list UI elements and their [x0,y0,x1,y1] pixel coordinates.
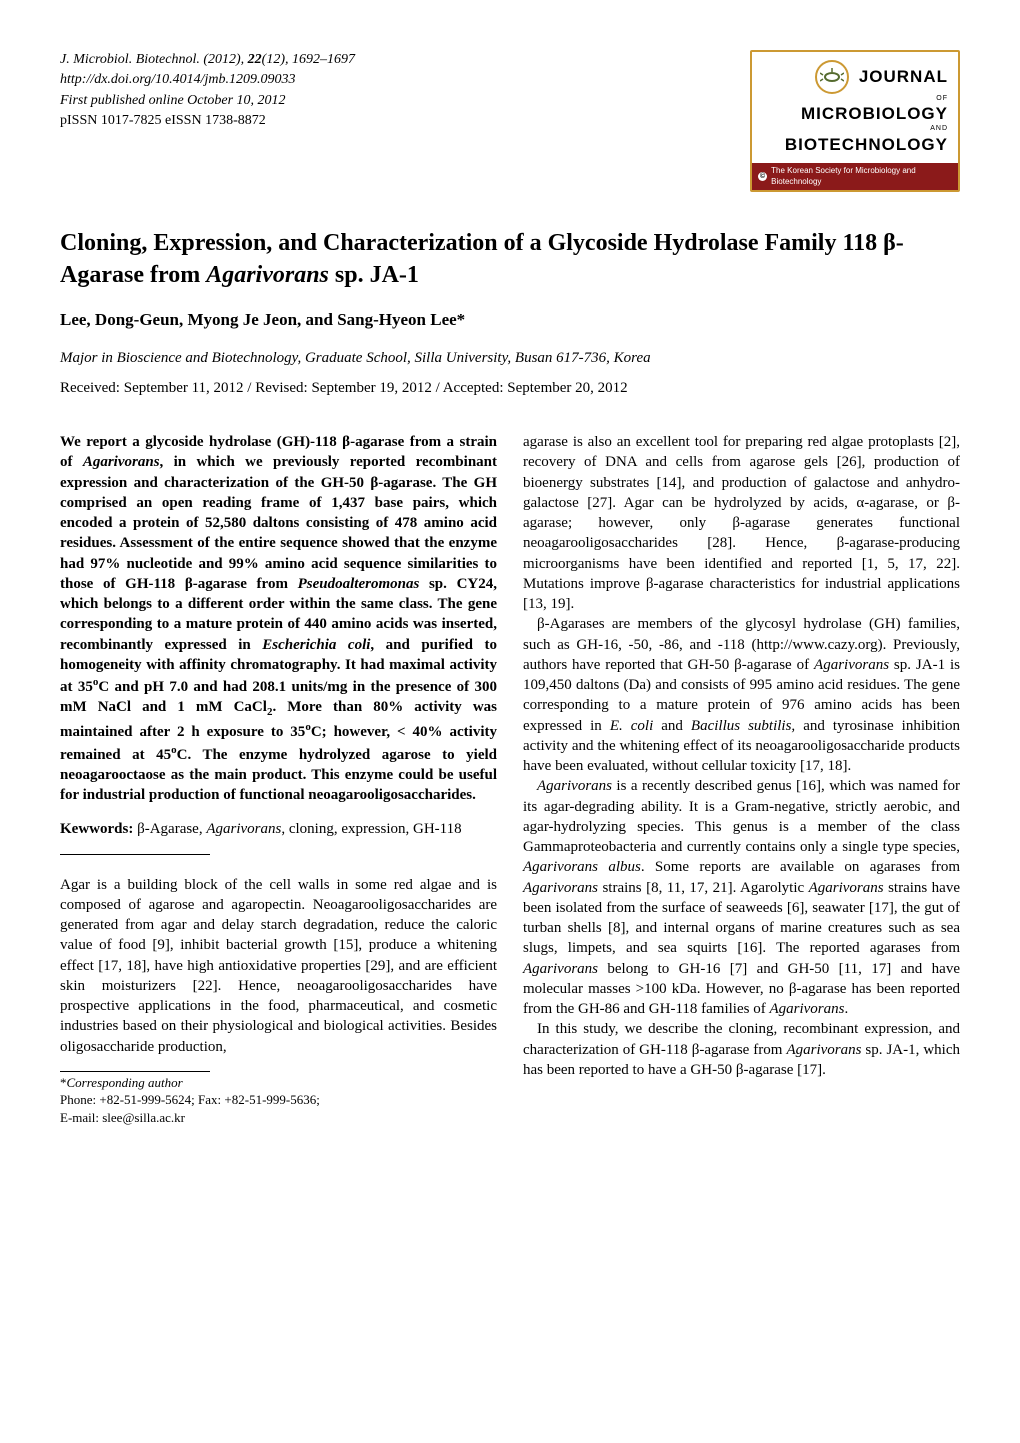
right-column: agarase is also an excellent tool for pr… [523,432,960,1126]
logo-text-biotechnology: BIOTECHNOLOGY [762,134,948,157]
journal-issn: pISSN 1017-7825 eISSN 1738-8872 [60,111,355,131]
article-title: Cloning, Expression, and Characterizatio… [60,228,960,290]
corr-email: E-mail: slee@silla.ac.kr [60,1109,497,1127]
right-para-3: Agarivorans is a recently described genu… [523,776,960,1019]
copyright-icon: © [758,172,767,181]
corr-phone: Phone: +82-51-999-5624; Fax: +82-51-999-… [60,1091,497,1109]
logo-text-microbiology: MICROBIOLOGY [762,103,948,126]
keywords-label: Kewwords: [60,821,133,837]
left-column: We report a glycoside hydrolase (GH)-118… [60,432,497,1126]
journal-year: . (2012), [196,52,247,67]
logo-strip: © The Korean Society for Microbiology an… [752,163,958,191]
authors: Lee, Dong-Geun, Myong Je Jeon, and Sang-… [60,309,960,332]
right-para-2: β-Agarases are members of the glycosyl h… [523,614,960,776]
corr-title: *Corresponding author [60,1074,497,1092]
logo-inner: JOURNAL OF MICROBIOLOGY AND BIOTECHNOLOG… [752,52,958,157]
journal-volume: 22 [248,52,262,67]
journal-doi: http://dx.doi.org/10.4014/jmb.1209.09033 [60,70,355,90]
journal-logo: JOURNAL OF MICROBIOLOGY AND BIOTECHNOLOG… [750,50,960,192]
affiliation: Major in Bioscience and Biotechnology, G… [60,348,960,368]
right-para-1: agarase is also an excellent tool for pr… [523,432,960,614]
journal-abbrev: J. Microbiol. Biotechnol [60,52,196,67]
header-region: J. Microbiol. Biotechnol. (2012), 22(12)… [60,50,960,192]
journal-line-1: J. Microbiol. Biotechnol. (2012), 22(12)… [60,50,355,70]
footer-rule [60,1071,210,1072]
logo-text-of: OF [762,94,948,103]
article-dates: Received: September 11, 2012 / Revised: … [60,378,960,398]
two-column-body: We report a glycoside hydrolase (GH)-118… [60,432,960,1126]
logo-text-journal: JOURNAL [859,66,948,89]
keywords-rule [60,854,210,855]
corresponding-author: *Corresponding author Phone: +82-51-999-… [60,1074,497,1127]
journal-issue-pages: (12), 1692–1697 [262,52,355,67]
abstract: We report a glycoside hydrolase (GH)-118… [60,432,497,805]
logo-strip-text: The Korean Society for Microbiology and … [771,166,952,188]
right-para-4: In this study, we describe the cloning, … [523,1019,960,1080]
keywords: Kewwords: β-Agarase, Agarivorans, clonin… [60,819,497,839]
left-para-1: Agar is a building block of the cell wal… [60,875,497,1057]
logo-top-row: JOURNAL [762,60,948,94]
corr-title-text: Corresponding author [67,1075,183,1090]
journal-pubdate: First published online October 10, 2012 [60,91,355,111]
microbe-icon [815,60,849,94]
keywords-text: β-Agarase, Agarivorans, cloning, express… [133,821,461,837]
journal-info: J. Microbiol. Biotechnol. (2012), 22(12)… [60,50,355,131]
